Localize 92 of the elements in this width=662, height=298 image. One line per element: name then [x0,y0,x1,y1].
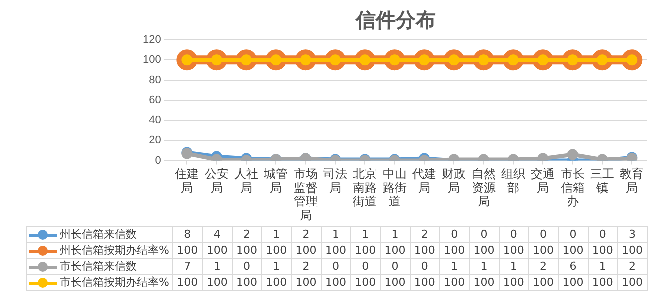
data-label: 1 [321,226,351,242]
x-tick-label: 财政局 [442,167,466,195]
chart-title: 信件分布 [355,8,436,32]
data-label: 0 [588,226,618,242]
data-label: 2 [232,226,262,242]
data-label: 0 [499,226,529,242]
data-label: 0 [321,258,351,274]
data-label: 100 [291,242,322,258]
x-tick-label: 公安局 [204,167,229,195]
data-label: 0 [469,226,500,242]
legend-label: 市长信箱来信数 [60,260,137,273]
data-label: 100 [469,274,500,290]
x-tick-label: 人社局 [234,167,259,195]
data-label: 100 [410,274,440,290]
data-label: 100 [469,242,500,258]
data-label: 100 [321,274,351,290]
data-label: 1 [469,258,500,274]
data-label: 1 [499,258,529,274]
x-tick-label: 交通局 [531,167,556,195]
data-label: 100 [588,274,618,290]
data-label: 100 [440,274,470,290]
data-label: 1 [350,226,380,242]
data-label: 0 [528,226,558,242]
data-label: 2 [291,258,322,274]
data-label: 100 [202,274,232,290]
data-label: 1 [440,258,470,274]
data-label: 100 [232,242,262,258]
legend-label: 州长信箱来信数 [60,228,137,241]
y-tick-label: 60 [149,94,162,106]
data-label: 4 [202,226,232,242]
x-tick-label: 司法局 [324,167,348,195]
data-label: 100 [262,274,292,290]
data-label: 2 [528,258,558,274]
data-label: 7 [172,258,202,274]
data-label: 1 [262,258,292,274]
data-label: 100 [558,274,588,290]
data-label: 100 [172,274,202,290]
y-tick-label: 20 [149,134,162,147]
x-tick-label: 城管局 [263,167,288,195]
x-tick-label: 市场监督管理局 [294,167,318,222]
data-label: 100 [321,242,351,258]
data-label: 100 [499,242,529,258]
y-tick-label: 120 [142,34,162,46]
data-label: 0 [350,258,380,274]
data-label: 2 [618,258,648,274]
data-label: 100 [350,242,380,258]
data-label: 0 [380,258,410,274]
data-label: 100 [262,242,292,258]
y-tick-label: 80 [149,74,162,86]
data-label: 100 [232,274,262,290]
data-label: 100 [618,242,648,258]
x-tick-label: 住建局 [174,167,200,195]
data-label: 6 [558,258,588,274]
data-label: 1 [262,226,292,242]
x-tick-label: 市长信箱办 [560,167,585,209]
x-tick-label: 组织部 [502,167,526,195]
data-label: 2 [410,226,440,242]
x-tick-label: 自然资源局 [472,167,496,209]
data-label: 0 [410,258,440,274]
data-label: 100 [380,274,410,290]
x-tick-label: 中山路街道 [382,167,407,209]
data-label: 8 [172,226,202,242]
data-label: 100 [528,274,558,290]
data-label: 100 [499,274,529,290]
legend-label: 州长信箱按期办结率% [60,244,170,257]
data-label: 100 [291,274,322,290]
data-label: 100 [350,274,380,290]
data-label: 1 [202,258,232,274]
y-tick-label: 40 [149,114,162,127]
data-label: 0 [558,226,588,242]
x-tick-label: 代建局 [412,167,437,195]
data-label: 2 [291,226,322,242]
data-label: 100 [440,242,470,258]
y-tick-label: 0 [155,154,162,167]
data-label: 100 [528,242,558,258]
data-label: 100 [618,274,648,290]
y-tick-label: 100 [142,54,162,66]
data-label: 100 [588,242,618,258]
data-label: 100 [380,242,410,258]
data-label: 100 [410,242,440,258]
x-tick-label: 教育局 [620,167,644,195]
data-label: 1 [380,226,410,242]
data-label: 0 [232,258,262,274]
data-label: 1 [588,258,618,274]
x-tick-label: 北京南路街道 [353,167,378,209]
legend-label: 市长信箱按期办结率% [60,276,170,289]
data-label: 3 [618,226,648,242]
data-label: 100 [202,242,232,258]
x-tick-label: 三工镇 [590,167,614,195]
data-label: 100 [172,242,202,258]
data-label: 0 [440,226,470,242]
data-label: 100 [558,242,588,258]
